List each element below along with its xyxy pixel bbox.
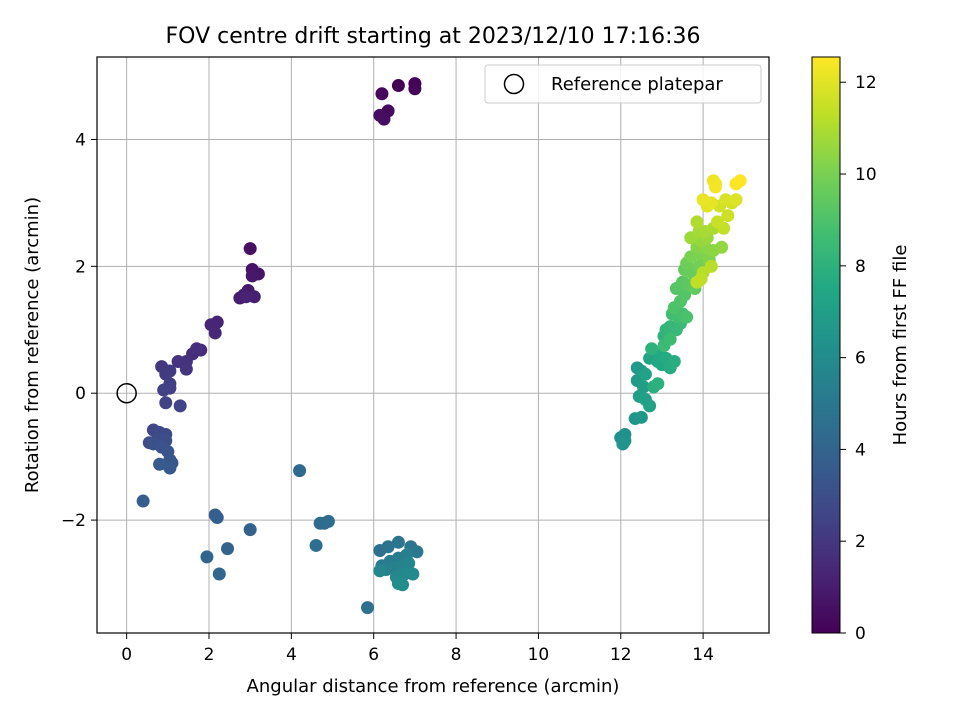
data-point — [243, 523, 257, 537]
y-axis-label: Rotation from reference (arcmin) — [22, 197, 43, 493]
reference-platepar-marker — [116, 382, 137, 404]
data-point — [616, 437, 630, 451]
x-axis-ticks: 0 2 4 6 8 10 12 14 — [121, 633, 714, 665]
data-point — [663, 332, 677, 346]
data-point — [719, 193, 733, 207]
x-axis-label: Angular distance from reference (arcmin) — [247, 676, 620, 697]
data-point — [245, 269, 259, 283]
data-point — [159, 396, 173, 410]
x-tick-label: 6 — [368, 645, 379, 665]
data-point — [711, 215, 725, 229]
data-point — [410, 545, 424, 559]
data-point — [375, 87, 389, 101]
x-tick-label: 0 — [121, 645, 132, 665]
data-point — [634, 410, 648, 424]
colorbar-gradient — [811, 56, 841, 634]
data-point — [408, 82, 422, 96]
data-point — [638, 367, 652, 381]
data-point — [321, 514, 335, 528]
plot-frame — [96, 56, 770, 634]
data-point — [243, 242, 257, 256]
data-point — [704, 259, 718, 273]
data-point — [153, 457, 167, 471]
data-point — [708, 180, 722, 194]
data-point — [651, 377, 665, 391]
data-point — [361, 601, 375, 615]
colorbar-tick-label: 10 — [855, 165, 877, 185]
data-point — [200, 550, 214, 564]
data-point — [729, 193, 743, 207]
legend-reference-marker-icon — [503, 73, 525, 95]
data-point — [163, 461, 177, 475]
data-point — [391, 535, 405, 549]
data-point — [157, 383, 171, 397]
data-point — [645, 342, 659, 356]
data-point — [406, 567, 420, 581]
reference-marker-group — [116, 382, 137, 404]
colorbar-tick-label: 0 — [855, 624, 866, 644]
data-point — [377, 112, 391, 126]
x-tick-label: 8 — [451, 645, 462, 665]
chart-title: FOV centre drift starting at 2023/12/10 … — [166, 24, 701, 49]
y-axis-ticks: −2 0 2 4 — [61, 130, 97, 531]
data-point — [684, 250, 698, 264]
x-tick-label: 2 — [204, 645, 215, 665]
grid-lines — [97, 57, 769, 633]
data-point — [309, 538, 323, 552]
y-tick-label: −2 — [61, 511, 86, 531]
y-tick-label: 0 — [75, 384, 86, 404]
x-tick-label: 12 — [610, 645, 632, 665]
data-point — [239, 290, 253, 304]
data-point — [690, 275, 704, 289]
data-points — [136, 77, 747, 615]
colorbar: 0 2 4 6 8 10 12 Hours from first FF file — [811, 56, 911, 644]
data-point — [221, 542, 235, 556]
colorbar-tick-label: 6 — [855, 349, 866, 369]
data-point — [690, 215, 704, 229]
data-point — [171, 354, 185, 368]
colorbar-tick-label: 2 — [855, 532, 866, 552]
y-tick-label: 2 — [75, 257, 86, 277]
data-point — [696, 193, 710, 207]
data-point — [680, 310, 694, 324]
data-point — [179, 362, 193, 376]
colorbar-ticks: 0 2 4 6 8 10 12 — [840, 73, 877, 644]
data-point — [391, 79, 405, 93]
data-point — [643, 399, 657, 413]
data-point — [136, 494, 150, 508]
data-point — [212, 567, 226, 581]
colorbar-label: Hours from first FF file — [890, 245, 911, 446]
data-point — [715, 240, 729, 254]
x-tick-label: 10 — [528, 645, 550, 665]
data-point — [733, 174, 747, 188]
data-point — [208, 326, 222, 340]
data-point — [173, 399, 187, 413]
data-point — [373, 564, 387, 578]
colorbar-tick-label: 12 — [855, 73, 877, 93]
data-point — [667, 354, 681, 368]
plot-area: 0 2 4 6 8 10 12 14 −2 0 2 4 — [61, 56, 770, 665]
legend-box — [484, 64, 762, 104]
data-point — [210, 511, 224, 525]
colorbar-tick-label: 8 — [855, 257, 866, 277]
y-tick-label: 4 — [75, 130, 86, 150]
legend: Reference platepar — [484, 64, 762, 104]
data-point — [190, 342, 204, 356]
data-point — [402, 556, 416, 570]
data-point — [381, 540, 395, 554]
x-tick-label: 14 — [692, 645, 714, 665]
x-tick-label: 4 — [286, 645, 297, 665]
colorbar-tick-label: 4 — [855, 440, 866, 460]
data-point — [293, 464, 307, 478]
data-point — [721, 209, 735, 223]
legend-label: Reference platepar — [551, 74, 723, 95]
data-point — [396, 578, 410, 592]
